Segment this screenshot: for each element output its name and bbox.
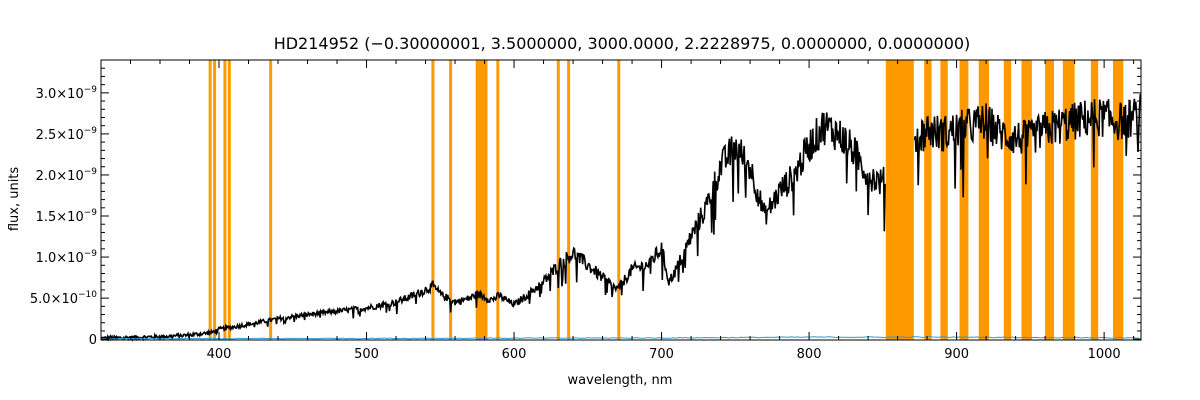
x-tick-label: 800: [797, 347, 822, 362]
y-tick-label: 2.0×10−9: [36, 167, 98, 184]
x-axis-title: wavelength, nm: [568, 373, 673, 388]
x-tick-label: 600: [502, 347, 527, 362]
y-tick-label: 3.0×10−9: [36, 85, 98, 102]
spectrum-line: [100, 93, 1142, 343]
masked-band: [924, 60, 932, 340]
y-tick-label: 5.0×10−10: [30, 290, 97, 307]
data-series: [100, 93, 1142, 343]
x-tick-label: 700: [649, 347, 674, 362]
y-tick-label: 1.0×10−9: [36, 249, 98, 266]
masked-band: [959, 60, 969, 340]
y-axis-title: flux, units: [7, 167, 22, 232]
x-tick-label: 500: [354, 347, 379, 362]
masked-band: [940, 60, 948, 340]
masked-band: [978, 60, 990, 340]
y-tick-label: 1.5×10−9: [36, 208, 98, 225]
masked-band: [475, 60, 488, 340]
error-line: [100, 336, 1140, 340]
masked-band: [1021, 60, 1032, 340]
masked-band: [1045, 60, 1054, 340]
masked-regions: [208, 60, 1124, 340]
x-tick-label: 900: [944, 347, 969, 362]
axis-ticks: 400 500 600 700 800 900 1000 0 5.0×10−10 1.0×10−9…: [30, 60, 1141, 362]
y-tick-label: 2.5×10−9: [36, 126, 98, 143]
chart-title: HD214952 (−0.30000001, 3.5000000, 3000.0…: [274, 34, 971, 53]
masked-band: [1112, 60, 1124, 340]
y-tick-label: 0: [89, 333, 97, 348]
masked-band: [1003, 60, 1012, 340]
x-tick-label: 1000: [1088, 347, 1121, 362]
masked-band: [1062, 60, 1075, 340]
masked-band: [885, 60, 914, 340]
masked-band: [1090, 60, 1099, 340]
x-tick-label: 400: [207, 347, 232, 362]
